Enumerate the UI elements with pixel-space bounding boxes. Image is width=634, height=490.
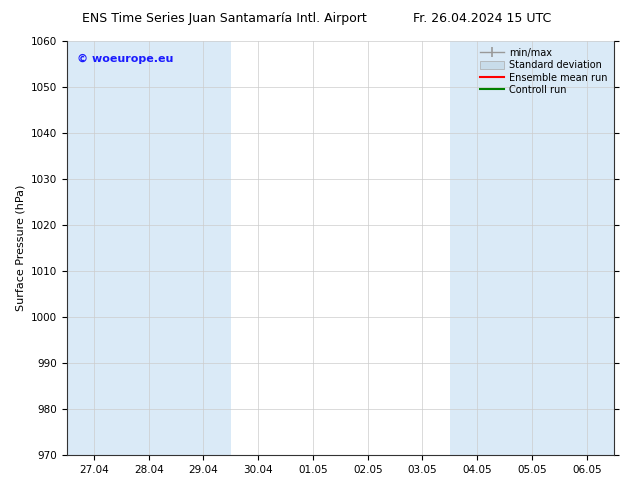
Text: © woeurope.eu: © woeurope.eu: [77, 53, 174, 64]
Bar: [450, 41, 614, 455]
Legend: min/max, Standard deviation, Ensemble mean run, Controll run: min/max, Standard deviation, Ensemble me…: [478, 46, 609, 97]
Bar: [67, 41, 231, 455]
Text: Fr. 26.04.2024 15 UTC: Fr. 26.04.2024 15 UTC: [413, 12, 552, 25]
Y-axis label: Surface Pressure (hPa): Surface Pressure (hPa): [15, 185, 25, 311]
Text: ENS Time Series Juan Santamaría Intl. Airport: ENS Time Series Juan Santamaría Intl. Ai…: [82, 12, 367, 25]
